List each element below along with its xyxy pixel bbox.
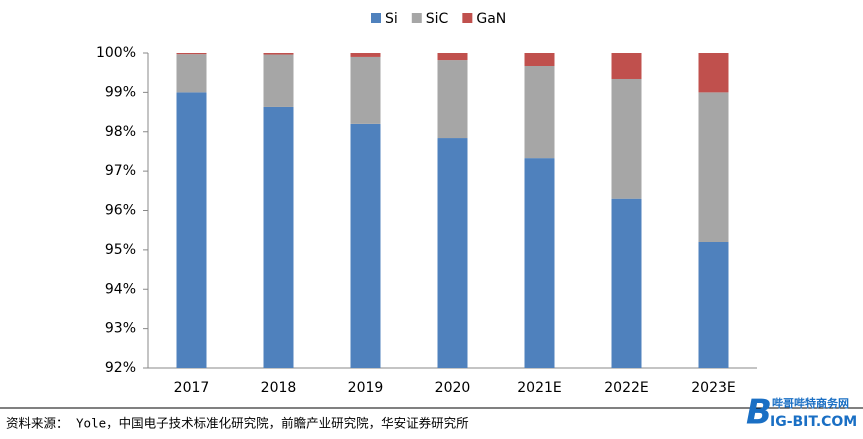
legend-swatch [462,13,473,23]
x-tick-label: 2021E [517,380,561,396]
bar-segment [611,198,642,368]
x-tick-label: 2020 [435,380,471,396]
y-tick-label: 95% [105,242,136,258]
y-tick-label: 97% [105,163,136,179]
bar-segment [263,106,294,368]
bar-segment [350,123,381,368]
legend-label: SiC [426,11,449,27]
bar-segment [350,53,381,57]
bar-segment [176,54,207,93]
bar-segment [698,242,729,368]
y-tick-label: 93% [105,321,136,337]
bar-segment [350,56,381,124]
x-tick-label: 2017 [174,380,210,396]
y-tick-label: 98% [105,124,136,140]
bar-segment [437,60,468,139]
x-tick-label: 2019 [348,380,384,396]
source-note: 资料来源： Yole，中国电子技术标准化研究院，前瞻产业研究院，华安证券研究所 [6,416,469,431]
bar-segment [524,53,555,66]
bar-segment [698,53,729,93]
logo-mark: B [746,393,772,433]
bar-segment [698,92,729,242]
y-tick-label: 100% [96,45,136,61]
bar-segment [437,53,468,61]
y-tick-label: 99% [105,84,136,100]
legend-label: Si [385,11,398,27]
bar-segment [524,65,555,159]
y-tick-label: 92% [105,360,136,376]
bar-segment [437,138,468,368]
bar-segment [263,53,294,55]
legend-swatch [411,13,422,23]
bar-segment [263,54,294,107]
x-tick-label: 2022E [604,380,648,396]
legend-swatch [371,13,381,23]
x-tick-label: 2018 [261,380,297,396]
x-tick-label: 2023E [691,380,735,396]
logo-url: IG-BIT.COM [770,414,857,430]
y-tick-label: 96% [105,203,136,219]
legend-label: GaN [476,11,506,27]
bar-segment [611,78,642,199]
bar-segment [611,53,642,79]
bar-segment [524,158,555,368]
bar-segment [176,92,207,368]
logo-name: 哔哥哔特商务网 [772,396,849,410]
bar-segment [176,53,207,55]
y-tick-label: 94% [105,281,136,297]
